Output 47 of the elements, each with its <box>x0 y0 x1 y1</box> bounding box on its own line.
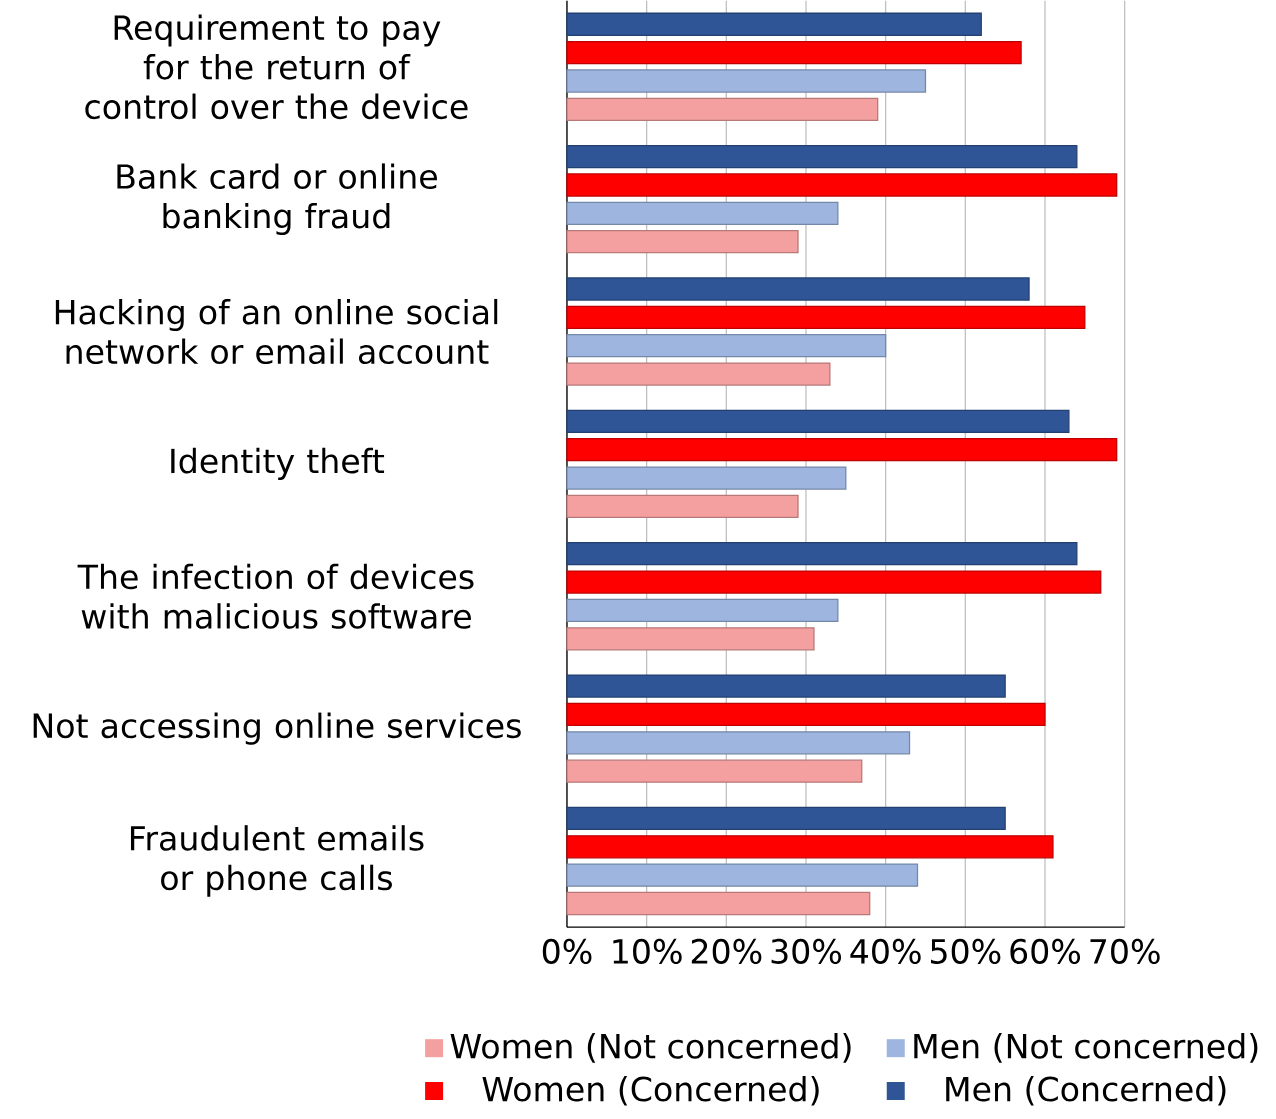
bar <box>566 891 871 916</box>
bar <box>566 97 879 122</box>
bar <box>566 145 1078 169</box>
x-tick-label: 20% <box>691 938 762 965</box>
legend-label: Women (Not concerned) <box>450 1033 851 1063</box>
y-tick-label: The infection of devices with malicious software <box>77 563 474 629</box>
bar <box>566 201 839 226</box>
y-tick-label: Not accessing online services <box>33 712 521 745</box>
y-tick-label: Hacking of an online social network or email account <box>55 299 498 365</box>
bar <box>566 835 1054 859</box>
bar <box>566 702 1046 727</box>
x-tick-label: 50% <box>931 938 1001 965</box>
y-tick-label: Requirement to pay for the return of control over the device <box>85 14 468 120</box>
x-tick-label: 40% <box>850 938 921 965</box>
bar <box>566 334 887 358</box>
x-tick-label: 60% <box>1010 938 1081 965</box>
bar <box>566 627 815 651</box>
bar <box>566 173 1118 197</box>
legend-label: Women (Concerned) <box>482 1076 819 1106</box>
bar <box>566 466 847 490</box>
bar <box>566 806 1006 831</box>
y-tick-label: Bank card or online banking fraud <box>117 163 437 236</box>
x-tick-label: 0% <box>542 938 592 965</box>
x-tick-label: 70% <box>1090 938 1160 965</box>
x-tick-label: 30% <box>771 938 842 965</box>
bar <box>566 570 1102 594</box>
bar <box>566 230 799 254</box>
bar <box>566 494 799 519</box>
bar <box>566 438 1118 462</box>
legend-label: Men (Concerned) <box>946 1076 1226 1106</box>
bar <box>566 305 1086 330</box>
bar <box>566 759 863 783</box>
bar <box>566 674 1006 698</box>
x-tick-label: 10% <box>613 938 682 965</box>
bar <box>566 12 982 37</box>
bar <box>566 41 1022 65</box>
y-tick-label: Identity theft <box>171 447 385 481</box>
bar <box>566 542 1078 566</box>
bar <box>566 362 831 386</box>
bar <box>566 69 927 93</box>
bar <box>566 731 911 755</box>
y-tick-label: Fraudulent emails or phone calls <box>130 825 424 897</box>
bar <box>566 409 1070 434</box>
bar <box>566 598 839 623</box>
bar <box>566 863 919 887</box>
legend-label: Men (Not concerned) <box>914 1033 1258 1063</box>
bar <box>566 277 1030 301</box>
